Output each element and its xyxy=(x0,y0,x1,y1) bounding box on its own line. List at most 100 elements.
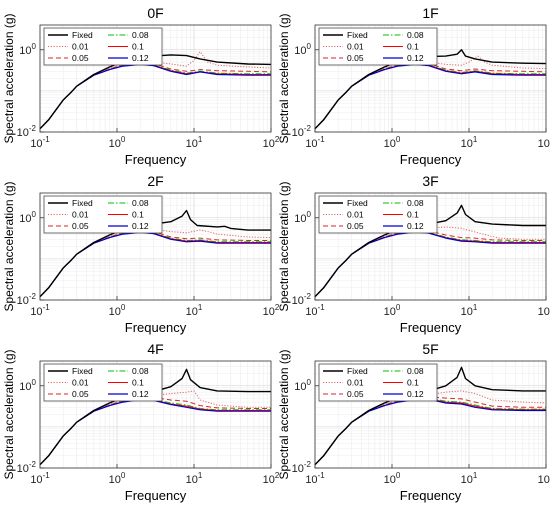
legend-label-0.05: 0.05 xyxy=(72,53,89,63)
legend-label-Fixed: Fixed xyxy=(72,366,93,376)
series-line-0.1 xyxy=(40,398,271,466)
x-tick-label: 100 xyxy=(109,303,126,318)
x-axis-label: Frequency xyxy=(125,320,187,335)
legend-label-0.08: 0.08 xyxy=(407,30,424,40)
legend-label-0.12: 0.12 xyxy=(132,389,149,399)
legend-box xyxy=(43,195,163,234)
y-tick-label: 10-2 xyxy=(292,460,312,475)
axes-frame xyxy=(39,24,272,133)
legend-label-0.1: 0.1 xyxy=(407,210,419,220)
chart-title: 0F xyxy=(147,5,163,21)
legend-label-0.01: 0.01 xyxy=(72,378,89,388)
legend-label-0.05: 0.05 xyxy=(347,389,364,399)
y-axis-label: Spectral acceleration (g) xyxy=(277,349,291,479)
legend-label-0.1: 0.1 xyxy=(407,42,419,52)
legend-label-0.08: 0.08 xyxy=(132,366,149,376)
axes-frame xyxy=(39,192,272,301)
series-line-0.08 xyxy=(40,398,271,466)
x-tick-label: 102 xyxy=(263,303,280,318)
legend-label-0.1: 0.1 xyxy=(132,42,144,52)
legend-label-0.05: 0.05 xyxy=(72,389,89,399)
x-axis-label: Frequency xyxy=(400,152,462,167)
legend-label-0.12: 0.12 xyxy=(407,389,424,399)
x-tick-label: 10-1 xyxy=(305,135,325,150)
x-tick-label: 100 xyxy=(384,135,401,150)
legend-label-0.12: 0.12 xyxy=(407,53,424,63)
y-axis-label: Spectral acceleration (g) xyxy=(2,13,16,143)
x-tick-label: 102 xyxy=(263,471,280,486)
y-tick-label: 10-2 xyxy=(17,292,37,307)
legend-label-0.01: 0.01 xyxy=(72,42,89,52)
axes-frame xyxy=(39,360,272,469)
series-line-0.05 xyxy=(40,230,271,298)
panel-5F: 10-1 100 101 102 10-2 100 5F Frequency Spectral … xyxy=(277,341,550,503)
legend: Fixed 0.08 0.01 0.1 0.05 0.12 xyxy=(318,363,438,402)
legend-label-0.12: 0.12 xyxy=(407,221,424,231)
x-tick-label: 10-1 xyxy=(305,471,325,486)
legend-box xyxy=(318,363,438,402)
panel-0F: 10-1 100 101 102 10-2 100 0F Frequency Spectral … xyxy=(2,5,280,167)
y-tick-label: 100 xyxy=(294,210,311,225)
axes-frame xyxy=(314,192,547,301)
legend-label-0.1: 0.1 xyxy=(132,210,144,220)
x-tick-label: 100 xyxy=(384,471,401,486)
y-axis-label: Spectral acceleration (g) xyxy=(277,13,291,143)
chart-title: 3F xyxy=(422,173,438,189)
y-tick-label: 10-2 xyxy=(17,460,37,475)
x-tick-label: 101 xyxy=(461,135,478,150)
series-line-0.08 xyxy=(315,63,546,130)
series-line-0.01 xyxy=(315,226,546,298)
panel-4F: 10-1 100 101 102 10-2 100 4F Frequency Spectral … xyxy=(2,341,280,503)
x-tick-label: 10-1 xyxy=(30,471,50,486)
series-line-0.08 xyxy=(315,230,546,298)
x-tick-label: 100 xyxy=(384,303,401,318)
x-tick-label: 102 xyxy=(538,135,550,150)
series-line-0.05 xyxy=(315,62,546,130)
panel-3F: 10-1 100 101 102 10-2 100 3F Frequency Spectral … xyxy=(277,173,550,335)
legend: Fixed 0.08 0.01 0.1 0.05 0.12 xyxy=(43,195,163,234)
series-line-0.05 xyxy=(315,229,546,298)
legend-box xyxy=(318,195,438,234)
legend-label-0.08: 0.08 xyxy=(407,198,424,208)
panel-1F: 10-1 100 101 102 10-2 100 1F Frequency Spectral … xyxy=(277,5,550,167)
legend-label-0.12: 0.12 xyxy=(132,53,149,63)
y-tick-label: 100 xyxy=(294,42,311,57)
legend-box xyxy=(43,363,163,402)
legend-label-0.08: 0.08 xyxy=(132,30,149,40)
x-axis-label: Frequency xyxy=(125,488,187,503)
legend-label-0.08: 0.08 xyxy=(407,366,424,376)
y-tick-label: 100 xyxy=(19,210,36,225)
series-line-0.08 xyxy=(40,231,271,298)
legend-label-Fixed: Fixed xyxy=(72,30,93,40)
legend-label-Fixed: Fixed xyxy=(347,30,368,40)
y-tick-label: 10-2 xyxy=(292,292,312,307)
y-tick-label: 100 xyxy=(294,378,311,393)
chart-title: 2F xyxy=(147,173,163,189)
legend-label-0.01: 0.01 xyxy=(72,210,89,220)
y-tick-label: 10-2 xyxy=(17,124,37,139)
x-tick-label: 101 xyxy=(186,135,203,150)
legend-label-0.08: 0.08 xyxy=(132,198,149,208)
legend-label-0.12: 0.12 xyxy=(132,221,149,231)
series-line-0.08 xyxy=(40,63,271,130)
y-tick-label: 100 xyxy=(19,42,36,57)
legend-label-Fixed: Fixed xyxy=(347,366,368,376)
x-axis-label: Frequency xyxy=(125,152,187,167)
x-axis-label: Frequency xyxy=(400,320,462,335)
legend-label-0.01: 0.01 xyxy=(347,42,364,52)
legend-label-0.05: 0.05 xyxy=(72,221,89,231)
x-tick-label: 102 xyxy=(538,471,550,486)
series-line-0.05 xyxy=(40,62,271,130)
x-tick-label: 101 xyxy=(186,471,203,486)
y-axis-label: Spectral acceleration (g) xyxy=(2,181,16,311)
x-tick-label: 100 xyxy=(109,135,126,150)
x-tick-label: 102 xyxy=(538,303,550,318)
x-axis-label: Frequency xyxy=(400,488,462,503)
y-tick-label: 10-2 xyxy=(292,124,312,139)
legend-box xyxy=(318,27,438,66)
chart-title: 5F xyxy=(422,341,438,357)
chart-title: 1F xyxy=(422,5,438,21)
legend: Fixed 0.08 0.01 0.1 0.05 0.12 xyxy=(318,27,438,66)
x-tick-label: 10-1 xyxy=(305,303,325,318)
legend-label-0.01: 0.01 xyxy=(347,378,364,388)
